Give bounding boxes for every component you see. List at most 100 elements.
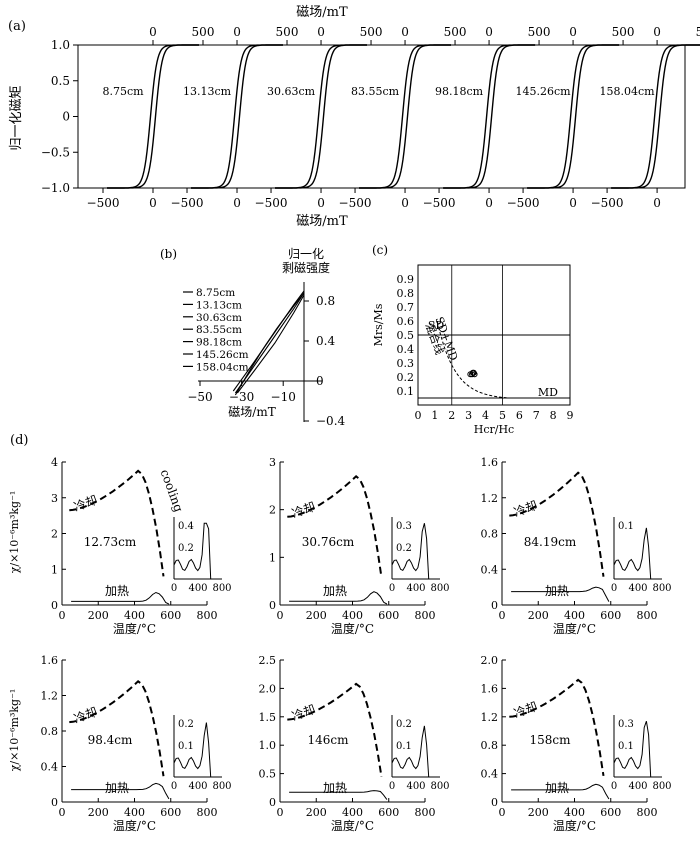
panel-d-xtick-label: 800 <box>415 609 436 622</box>
hysteresis-loop-upper <box>443 44 536 189</box>
depth-label: 158cm <box>529 733 571 747</box>
panel-a-ytick-label: 0 <box>62 110 70 124</box>
panel-a-xtick-bottom-label: 0 <box>485 196 493 210</box>
panel-c-label: (c) <box>372 243 388 257</box>
panel-d-ytick-label: 2 <box>51 528 58 541</box>
panel-a-frame <box>77 44 686 189</box>
panel-d-ytick-label: 4 <box>51 456 58 469</box>
panel-b-xtick-label: −30 <box>229 390 254 404</box>
panel-a-y-ticks: 1.0 0.5 0 −0.5 −1.0 <box>41 38 78 195</box>
inset-xtick-label: 400 <box>406 781 425 792</box>
cooling-curve <box>287 682 383 777</box>
cooling-label: 冷却 <box>512 699 539 720</box>
inset-xtick-label: 0 <box>171 781 177 792</box>
panel-c-xtick-label: 5 <box>499 409 506 422</box>
panel-d-ytick-label: 0.8 <box>481 528 499 541</box>
panel-a-xtick-bottom-label: −500 <box>87 196 120 210</box>
panel-b-ytick-label: 0.4 <box>316 334 335 348</box>
panel-a-ytick-label: 1.0 <box>51 38 70 52</box>
panel-d-ytick-label: 1.6 <box>481 682 499 695</box>
inset-ytick-label: 0.1 <box>178 741 194 752</box>
depth-label: 98.4cm <box>88 733 133 747</box>
panel-c-xlabel: Hcr/Hc <box>474 423 514 436</box>
panel-a-xtick-bottom-label: 0 <box>569 196 577 210</box>
inset-xtick-label: 0 <box>389 781 395 792</box>
inset-xtick-label: 0 <box>611 781 617 792</box>
panel-a-xlabel: 磁场/mT <box>296 214 348 229</box>
panel-a-ytick-label: −0.5 <box>41 145 70 159</box>
panel-b-series-line <box>236 294 305 394</box>
inset-ytick-label: 0.1 <box>618 521 634 532</box>
panel-d-xtick-label: 800 <box>197 806 218 819</box>
panel-d-ytick-label: 1.5 <box>259 711 277 724</box>
inset-curve <box>613 721 658 778</box>
inset-xtick-label: 400 <box>628 781 647 792</box>
panel-d-ytick-label: 1 <box>51 563 58 576</box>
panel-d-xtick-label: 800 <box>197 609 218 622</box>
panel-b-marks: −50 −30 −10 0.8 0.4 0 −0.4 <box>187 282 346 428</box>
panel-a: (a) 磁场/mT 磁场/mT 归一化磁矩 1.0 0.5 0 −0.5 −1.0 −5… <box>8 5 700 229</box>
hysteresis-loop-upper <box>527 44 620 189</box>
panel-b-xlabel: 磁场/mT <box>228 404 275 419</box>
panel-d-xlabel: 温度/°C <box>113 818 156 833</box>
panel-d-xtick-label: 0 <box>499 609 506 622</box>
panel-d-xlabel: 温度/°C <box>553 621 596 636</box>
panel-a-xtick-bottom-label: −500 <box>255 196 288 210</box>
heating-label: 加热 <box>323 584 347 598</box>
panel-b-series-line <box>234 292 305 396</box>
panel-b-legend-label: 13.13cm <box>196 299 242 311</box>
heating-label: 加热 <box>105 584 129 598</box>
inset-curve <box>173 522 218 580</box>
panel-a-series-label: 145.26cm <box>516 85 572 98</box>
panel-c-xtick-label: 3 <box>465 409 472 422</box>
panel-d-xtick-label: 200 <box>88 609 109 622</box>
panel-c-xtick-label: 4 <box>482 409 489 422</box>
panel-d-xlabel: 温度/°C <box>113 621 156 636</box>
panel-d-xtick-label: 400 <box>124 609 145 622</box>
panel-d-ytick-label: 0.8 <box>481 739 499 752</box>
panel-a-series-label: 158.04cm <box>600 85 656 98</box>
panel-b-xtick-label: −50 <box>187 390 212 404</box>
cooling-label: 冷却 <box>72 705 99 726</box>
panel-a-xtick-bottom-label: 0 <box>317 196 325 210</box>
inset-ytick-label: 0.2 <box>396 719 412 730</box>
depth-label: 12.73cm <box>84 535 137 549</box>
panel-d-xtick-label: 0 <box>59 806 66 819</box>
panel-a-xtick-top-label: 500 <box>276 25 299 39</box>
panel-a-xtick-top-label: 0 <box>653 25 661 39</box>
panel-d-xtick-label: 200 <box>306 609 327 622</box>
panel-c-xtick-label: 6 <box>516 409 523 422</box>
panel-d-xtick-label: 600 <box>160 806 181 819</box>
panel-d-ytick-label: 0.5 <box>259 768 277 781</box>
inset-xtick-label: 0 <box>389 583 395 594</box>
heating-curve <box>289 790 388 800</box>
panel-c-ytick-label: 0.6 <box>397 315 415 328</box>
panel-a-xtick-bottom-label: 0 <box>149 196 157 210</box>
panel-c-data-point <box>471 371 478 378</box>
panel-a-xtick-top-label: 0 <box>317 25 325 39</box>
panel-d-label: (d) <box>10 433 28 448</box>
panel-d-ytick-label: 0 <box>491 599 498 612</box>
panel-a-xtick-top-label: 500 <box>444 25 467 39</box>
hysteresis-loop-upper <box>611 44 700 189</box>
cooling-curve <box>287 474 383 578</box>
panel-a-xtick-top-label: 500 <box>612 25 635 39</box>
heating-curve <box>71 782 170 800</box>
panel-c-mixing-curve <box>436 322 509 399</box>
panel-d-xtick-label: 800 <box>415 806 436 819</box>
panel-d-xtick-label: 600 <box>378 609 399 622</box>
thermomagnetic-plot: 1.61.20.80.400 200 400 600 800温度/°C冷却加热98.4c… <box>41 654 232 833</box>
heating-label: 加热 <box>323 781 347 795</box>
panel-b: (b) 归一化 剩磁强度 磁场/mT −50 −30 −100.80.40−0.4 … <box>160 247 346 428</box>
depth-label: 84.19cm <box>524 535 577 549</box>
panel-c-ytick-label: 0.7 <box>397 301 415 314</box>
panel-d-xtick-label: 600 <box>600 806 621 819</box>
panel-a-xtick-bottom-label: −500 <box>339 196 372 210</box>
panel-a-xtick-bottom-label: 0 <box>653 196 661 210</box>
panel-a-xtick-top-label: 0 <box>149 25 157 39</box>
panel-d-xtick-label: 200 <box>88 806 109 819</box>
inset-xtick-label: 800 <box>430 583 449 594</box>
